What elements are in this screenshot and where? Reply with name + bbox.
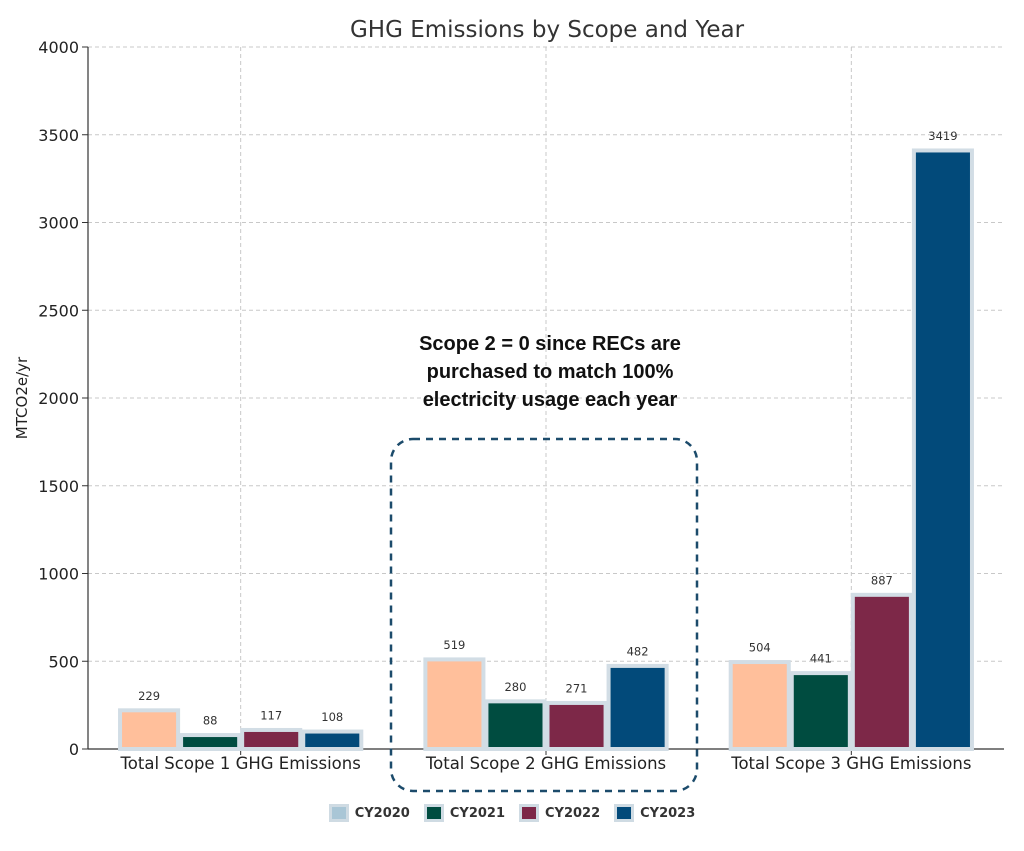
annotation-line: purchased to match 100% bbox=[426, 361, 674, 383]
bar bbox=[240, 727, 303, 751]
legend-item: CY2021 bbox=[423, 804, 505, 822]
annotation-line: electricity usage each year bbox=[422, 389, 678, 411]
bar bbox=[423, 657, 486, 752]
legend: CY2020 CY2021 CY2022 CY2023 bbox=[0, 804, 1024, 822]
y-tick-label: 2000 bbox=[38, 389, 79, 408]
bar-value-label: 280 bbox=[504, 680, 526, 694]
bar bbox=[850, 592, 913, 751]
scope2-annotation: Scope 2 = 0 since RECs are purchased to … bbox=[395, 330, 705, 414]
y-tick-label: 1500 bbox=[38, 477, 79, 496]
legend-item: CY2022 bbox=[519, 804, 600, 822]
annotation-line: Scope 2 = 0 since RECs are bbox=[419, 333, 681, 355]
y-tick-label: 3500 bbox=[38, 126, 79, 145]
bar bbox=[606, 663, 669, 751]
y-tick-label: 500 bbox=[48, 652, 79, 671]
data-labels: 229 88 117 108 519 280 271 482 504 441 887 3419 bbox=[138, 129, 957, 728]
bar-value-label: 229 bbox=[138, 689, 160, 703]
legend-swatch bbox=[614, 804, 635, 822]
legend-item: CY2023 bbox=[614, 804, 695, 822]
bar bbox=[789, 671, 852, 751]
y-tick-label: 3000 bbox=[38, 214, 79, 233]
bar-value-label: 482 bbox=[627, 644, 649, 658]
y-tick-label: 1000 bbox=[38, 565, 79, 584]
chart-title: GHG Emissions by Scope and Year bbox=[350, 17, 745, 43]
tick-labels: 0 500 1000 1500 2000 2500 3000 3500 4000 Total Sc… bbox=[38, 38, 971, 773]
bar bbox=[179, 733, 242, 752]
y-axis-label: MTCO2e/yr bbox=[13, 356, 31, 439]
bar-value-label: 88 bbox=[203, 714, 218, 728]
legend-swatch bbox=[519, 804, 539, 822]
bars bbox=[118, 148, 974, 752]
y-tick-label: 2500 bbox=[38, 301, 79, 320]
y-tick-label: 0 bbox=[69, 740, 79, 759]
bar-value-label: 504 bbox=[749, 641, 771, 655]
bar-value-label: 887 bbox=[871, 573, 893, 587]
x-tick-label: Total Scope 1 GHG Emissions bbox=[120, 754, 361, 773]
legend-item: CY2020 bbox=[328, 804, 410, 822]
bar-value-label: 271 bbox=[566, 681, 588, 695]
bar-value-label: 3419 bbox=[928, 129, 957, 143]
legend-label: CY2021 bbox=[449, 805, 505, 821]
bar-value-label: 117 bbox=[260, 708, 282, 722]
bar bbox=[484, 699, 547, 751]
bar bbox=[545, 700, 608, 752]
legend-swatch bbox=[423, 804, 444, 822]
legend-label: CY2022 bbox=[545, 805, 601, 821]
legend-swatch bbox=[328, 804, 349, 822]
x-tick-label: Total Scope 3 GHG Emissions bbox=[730, 754, 971, 773]
bar bbox=[728, 660, 791, 751]
legend-label: CY2020 bbox=[354, 805, 410, 821]
x-tick-label: Total Scope 2 GHG Emissions bbox=[425, 754, 666, 773]
bar-value-label: 519 bbox=[443, 638, 465, 652]
bar bbox=[911, 148, 974, 751]
bar bbox=[301, 729, 364, 752]
y-tick-label: 4000 bbox=[38, 38, 79, 57]
bar-value-label: 108 bbox=[321, 710, 343, 724]
scope2-highlight-box bbox=[389, 437, 699, 793]
bar bbox=[118, 708, 181, 751]
legend-label: CY2023 bbox=[640, 805, 696, 821]
bar-value-label: 441 bbox=[810, 652, 832, 666]
